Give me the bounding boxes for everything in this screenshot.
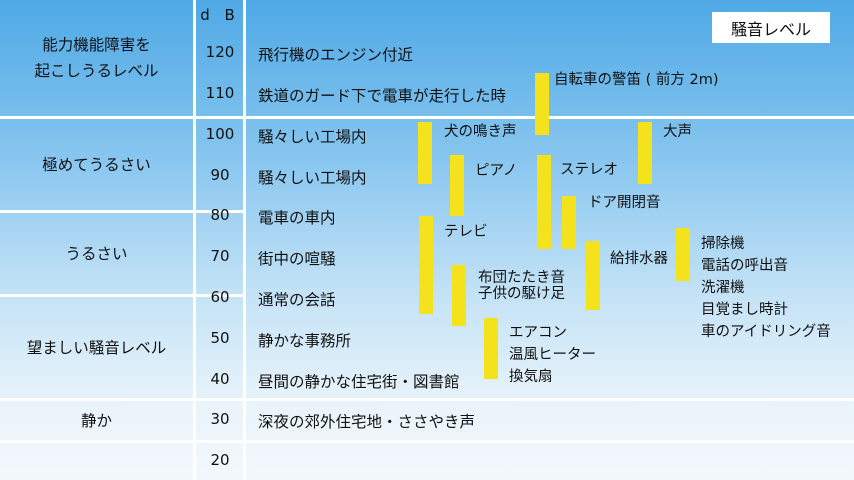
category-quiet: 静か	[80, 411, 112, 430]
source-label: 子供の駆け足	[478, 286, 565, 303]
category-loud: うるさい	[65, 244, 128, 263]
level-example: 街中の喧騒	[258, 250, 336, 268]
source-label: 掃除機 電話の呼出音 洗濯機 目覚まし時計 車のアイドリング音	[701, 236, 831, 341]
db-value: 110	[205, 84, 235, 102]
source-bar	[638, 122, 652, 184]
source-bar	[452, 281, 466, 327]
source-label: テレビ	[444, 224, 488, 241]
source-label: 自転車の警笛 ( 前方 2m)	[554, 72, 719, 89]
category-disability-level: 能力機能障害を 起こしうるレベル	[34, 36, 159, 80]
source-label: 犬の鳴き声	[444, 124, 517, 141]
db-value: 80	[210, 206, 230, 224]
source-label: 大声	[663, 124, 692, 141]
category-desirable-level: 望ましい騒音レベル	[26, 338, 167, 357]
grid-vline-category	[193, 0, 196, 480]
source-bar	[450, 155, 464, 217]
source-bar	[452, 265, 466, 286]
level-example: 深夜の郊外住宅地・ささやき声	[258, 413, 476, 431]
level-example: 騒々しい工場内	[258, 128, 367, 146]
db-value: 90	[210, 166, 230, 184]
level-example: 飛行機のエンジン付近	[258, 46, 414, 64]
source-label: 給排水器	[610, 250, 668, 267]
source-label: ステレオ	[560, 162, 618, 178]
level-example: 電車の車内	[258, 209, 336, 227]
db-value: 50	[210, 329, 230, 347]
grid-hline	[0, 440, 854, 443]
source-label: エアコン 温風ヒーター 換気扇	[509, 325, 596, 386]
source-label: ピアノ	[475, 163, 518, 179]
db-value: 120	[205, 43, 235, 61]
level-example: 通常の会話	[258, 291, 336, 309]
db-value: 70	[210, 247, 230, 265]
source-bar	[418, 122, 432, 184]
category-extremely-loud: 極めてうるさい	[42, 155, 151, 174]
db-value: 40	[210, 370, 230, 388]
source-bar	[586, 240, 600, 311]
source-bar	[537, 155, 551, 249]
level-example: 騒々しい工場内	[258, 169, 367, 187]
source-bar	[484, 318, 498, 380]
source-bar	[562, 195, 576, 249]
level-example: 昼間の静かな住宅街・図書館	[258, 373, 460, 391]
legend-box: 騒音レベル	[712, 12, 830, 43]
grid-hline	[0, 398, 854, 401]
source-bar	[419, 216, 433, 315]
level-example: 静かな事務所	[258, 332, 352, 350]
db-value: 60	[210, 288, 230, 306]
source-label: 布団たたき音	[478, 270, 565, 287]
db-unit-label: d B	[200, 6, 240, 24]
db-value: 30	[210, 410, 230, 428]
db-value: 100	[205, 125, 235, 143]
grid-hline	[0, 294, 246, 297]
source-bar	[535, 73, 549, 135]
grid-hline	[0, 116, 854, 119]
source-label: ドア開閉音	[588, 194, 661, 211]
db-value: 20	[210, 451, 230, 469]
grid-vline-db	[243, 0, 246, 480]
source-bar	[676, 228, 690, 282]
grid-hline	[0, 210, 246, 213]
level-example: 鉄道のガード下で電車が走行した時	[258, 87, 507, 105]
